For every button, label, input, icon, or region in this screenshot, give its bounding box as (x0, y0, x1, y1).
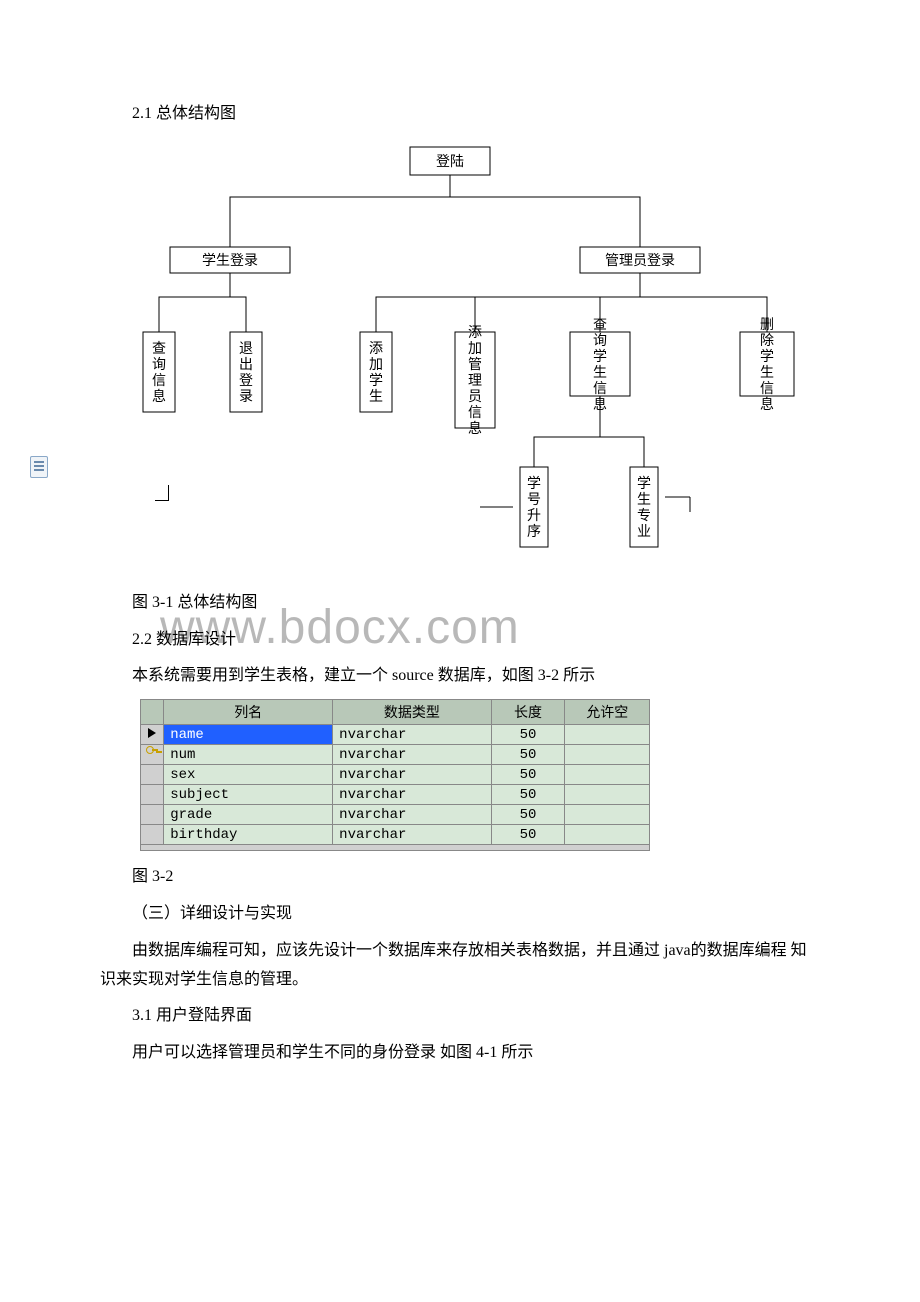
svg-text:生: 生 (369, 389, 383, 405)
para-section3-body: 由数据库编程可知，应该先设计一个数据库来存放相关表格数据，并且通过 java的数… (100, 937, 820, 995)
svg-text:出: 出 (239, 357, 253, 373)
heading-21: 2.1 总体结构图 (100, 100, 820, 129)
table-row: gradenvarchar50 (141, 805, 650, 825)
flowchart-figure: 登陆学生登录管理员登录查询信息退出登录添加学生添加管理员信息查询学生信息删除学生… (100, 137, 820, 577)
svg-text:退: 退 (239, 341, 253, 357)
cell-allownull (565, 805, 650, 825)
svg-text:序: 序 (527, 524, 541, 540)
cell-dtype: nvarchar (333, 785, 491, 805)
svg-text:理: 理 (468, 374, 482, 389)
heading-31: 3.1 用户登陆界面 (100, 1002, 820, 1031)
svg-text:录: 录 (239, 389, 253, 405)
table-row: sexnvarchar50 (141, 765, 650, 785)
cell-colname: birthday (164, 825, 333, 845)
table-header-row: 列名 数据类型 长度 允许空 (141, 700, 650, 725)
row-icon-blank (141, 785, 164, 805)
svg-text:息: 息 (760, 396, 774, 413)
svg-text:管: 管 (468, 357, 482, 373)
svg-text:信: 信 (760, 381, 774, 397)
cell-dtype: nvarchar (333, 825, 491, 845)
para-31-body: 用户可以选择管理员和学生不同的身份登录 如图 4-1 所示 (100, 1039, 820, 1068)
cell-allownull (565, 765, 650, 785)
svg-text:业: 业 (637, 524, 651, 540)
cell-allownull (565, 745, 650, 765)
svg-text:添: 添 (468, 325, 482, 341)
cell-colname: sex (164, 765, 333, 785)
svg-text:生: 生 (593, 365, 607, 381)
svg-text:学: 学 (760, 349, 774, 365)
svg-text:信: 信 (468, 405, 482, 421)
svg-text:生: 生 (760, 365, 774, 381)
svg-text:登: 登 (239, 373, 253, 389)
cell-length: 50 (491, 825, 565, 845)
svg-text:生: 生 (637, 492, 651, 508)
cell-allownull (565, 785, 650, 805)
svg-text:加: 加 (369, 357, 383, 373)
svg-text:询: 询 (152, 357, 166, 373)
db-intro: 本系统需要用到学生表格，建立一个 source 数据库，如图 3-2 所示 (100, 662, 820, 691)
svg-text:学生登录: 学生登录 (202, 253, 258, 269)
svg-text:信: 信 (593, 381, 607, 397)
cell-allownull (565, 825, 650, 845)
cell-colname: subject (164, 785, 333, 805)
document-icon (30, 456, 48, 478)
row-pointer-icon (141, 725, 164, 745)
header-blank (141, 700, 164, 725)
header-colname: 列名 (164, 700, 333, 725)
heading-section3: （三）详细设计与实现 (100, 900, 820, 929)
svg-text:登陆: 登陆 (436, 154, 464, 170)
cell-allownull (565, 725, 650, 745)
svg-text:学: 学 (369, 373, 383, 389)
table-scrollbar (140, 845, 650, 851)
svg-text:息: 息 (593, 396, 607, 413)
cell-length: 50 (491, 805, 565, 825)
row-icon-blank (141, 805, 164, 825)
cell-colname: num (164, 745, 333, 765)
cell-dtype: nvarchar (333, 765, 491, 785)
svg-text:加: 加 (468, 341, 482, 357)
header-dtype: 数据类型 (333, 700, 491, 725)
row-icon-blank (141, 825, 164, 845)
svg-text:除: 除 (760, 333, 774, 349)
cell-length: 50 (491, 785, 565, 805)
svg-text:息: 息 (152, 388, 166, 405)
stub-box (155, 485, 169, 501)
cell-colname: grade (164, 805, 333, 825)
header-allow: 允许空 (565, 700, 650, 725)
figure-32-caption: 图 3-2 (100, 863, 820, 892)
cell-dtype: nvarchar (333, 745, 491, 765)
svg-text:学: 学 (637, 476, 651, 492)
svg-text:删: 删 (760, 317, 774, 333)
svg-text:专: 专 (637, 508, 651, 524)
svg-text:息: 息 (468, 420, 482, 437)
primary-key-icon (141, 745, 164, 765)
svg-text:号: 号 (527, 493, 541, 508)
heading-22: 2.2 数据库设计 (100, 626, 820, 655)
table-row: birthdaynvarchar50 (141, 825, 650, 845)
header-len: 长度 (491, 700, 565, 725)
svg-text:信: 信 (152, 373, 166, 389)
table-row: subjectnvarchar50 (141, 785, 650, 805)
cell-length: 50 (491, 725, 565, 745)
svg-text:添: 添 (369, 341, 383, 357)
svg-text:升: 升 (527, 508, 541, 524)
svg-text:学: 学 (593, 349, 607, 365)
row-icon-blank (141, 765, 164, 785)
cell-length: 50 (491, 745, 565, 765)
db-schema-table: 列名 数据类型 长度 允许空 namenvarchar50numnvarchar… (140, 699, 650, 845)
table-row: namenvarchar50 (141, 725, 650, 745)
cell-dtype: nvarchar (333, 805, 491, 825)
table-row: numnvarchar50 (141, 745, 650, 765)
svg-text:员: 员 (468, 390, 482, 405)
svg-text:查: 查 (593, 317, 607, 333)
cell-dtype: nvarchar (333, 725, 491, 745)
figure-31-caption: 图 3-1 总体结构图 (100, 589, 820, 618)
svg-text:询: 询 (593, 333, 607, 349)
cell-length: 50 (491, 765, 565, 785)
cell-colname: name (164, 725, 333, 745)
svg-text:管理员登录: 管理员登录 (605, 253, 675, 269)
svg-text:学: 学 (527, 476, 541, 492)
svg-text:查: 查 (152, 341, 166, 357)
